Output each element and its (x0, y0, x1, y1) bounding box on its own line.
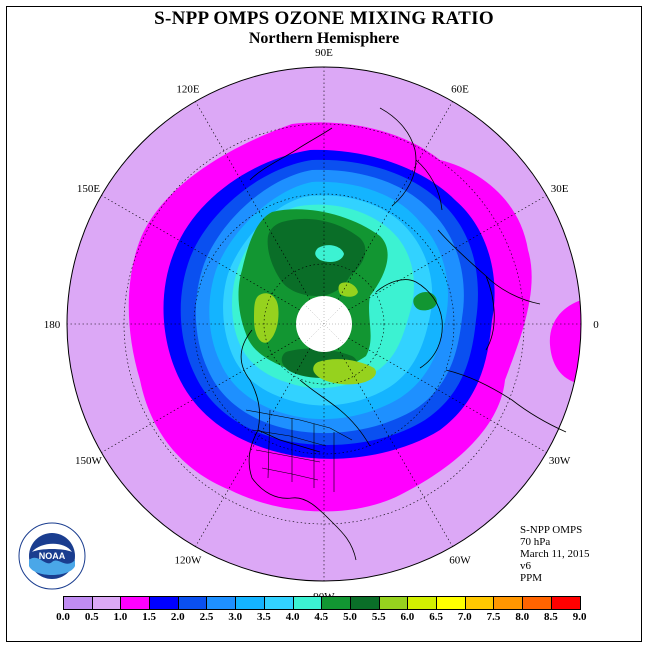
legend-label: 6.0 (400, 611, 415, 623)
legend-swatch (92, 597, 122, 609)
legend-swatch (379, 597, 409, 609)
longitude-label: 30E (551, 183, 569, 195)
us-states (245, 409, 353, 492)
color-legend-labels: 0.0 0.5 1.0 1.5 2.0 2.5 3.0 3.5 4.0 4.5 5.0 5.5 6.0 6… (48, 611, 608, 625)
legend-swatch (465, 597, 495, 609)
legend-swatch (523, 597, 552, 609)
legend-label: 8.5 (544, 611, 558, 623)
band-5.0-5.5 (267, 218, 366, 296)
legend-label: 1.5 (142, 611, 156, 623)
band-5.5-6.0-north (338, 282, 358, 297)
map-title: S-NPP OMPS OZONE MIXING RATIO (154, 8, 494, 29)
legend-swatch (322, 597, 351, 609)
legend-label: 3.5 (257, 611, 271, 623)
legend-label: 7.0 (457, 611, 472, 623)
longitude-label: 0 (593, 319, 599, 331)
map-boundary (66, 66, 582, 582)
legend-swatch (350, 597, 380, 609)
legend-swatch (293, 597, 323, 609)
longitude-label: 120W (175, 555, 203, 567)
legend-swatch (408, 597, 437, 609)
band-5.5-6.0-west (254, 293, 279, 343)
longitude-label: 150W (75, 455, 103, 467)
legend-swatch (236, 597, 265, 609)
info-units: PPM (520, 572, 543, 584)
product-info: S-NPP OMPS 70 hPa March 11, 2015 v6 PPM (520, 524, 590, 584)
longitude-label: 60E (451, 83, 469, 95)
legend-label: 0.0 (56, 611, 70, 623)
longitude-label: 120E (176, 83, 200, 95)
legend-swatch (64, 597, 93, 609)
legend-label: 4.5 (314, 611, 329, 623)
band-4.0-4.5-inner (315, 245, 344, 262)
legend-label: 3.0 (228, 611, 243, 623)
band-4.5-5.0-east (413, 292, 437, 311)
legend-label: 7.5 (486, 611, 501, 623)
coastlines (240, 107, 567, 561)
legend-label: 4.0 (285, 611, 300, 623)
info-date: March 11, 2015 (520, 548, 590, 560)
legend-label: 1.0 (113, 611, 128, 623)
band-1.0-1.5-east (549, 300, 581, 385)
legend-swatch (207, 597, 237, 609)
band-5.5-6.0-south (313, 359, 376, 385)
longitude-label: 150E (77, 183, 101, 195)
info-version: v6 (520, 560, 531, 572)
longitude-label: 30W (549, 455, 571, 467)
legend-swatch (150, 597, 179, 609)
longitude-label: 90E (315, 47, 333, 59)
longitude-label: 60W (449, 555, 471, 567)
figure-frame (6, 6, 642, 642)
legend-label: 5.5 (371, 611, 386, 623)
legend-swatch (264, 597, 294, 609)
legend-label: 8.0 (515, 611, 530, 623)
legend-swatch (494, 597, 523, 609)
noaa-logo: NOAA (18, 522, 86, 590)
legend-label: 6.5 (429, 611, 443, 623)
info-level: 70 hPa (520, 536, 551, 548)
legend-label: 5.0 (343, 611, 357, 623)
info-instrument: S-NPP OMPS (520, 524, 583, 536)
legend-label: 9.0 (572, 611, 587, 623)
legend-label: 2.5 (199, 611, 214, 623)
legend-swatch (121, 597, 151, 609)
noaa-logo-text: NOAA (39, 551, 66, 561)
longitude-label: 180 (44, 319, 61, 331)
legend-label: 0.5 (84, 611, 99, 623)
color-legend-bar (63, 596, 582, 610)
longitude-labels: 90E60E30E030W60W90W120W150W180150E120E (44, 47, 600, 603)
map-subtitle: Northern Hemisphere (248, 30, 400, 47)
polar-gap-grid (296, 296, 352, 352)
legend-swatch (436, 597, 466, 609)
legend-swatch (178, 597, 208, 609)
legend-swatch (551, 597, 581, 609)
legend-label: 2.0 (170, 611, 185, 623)
